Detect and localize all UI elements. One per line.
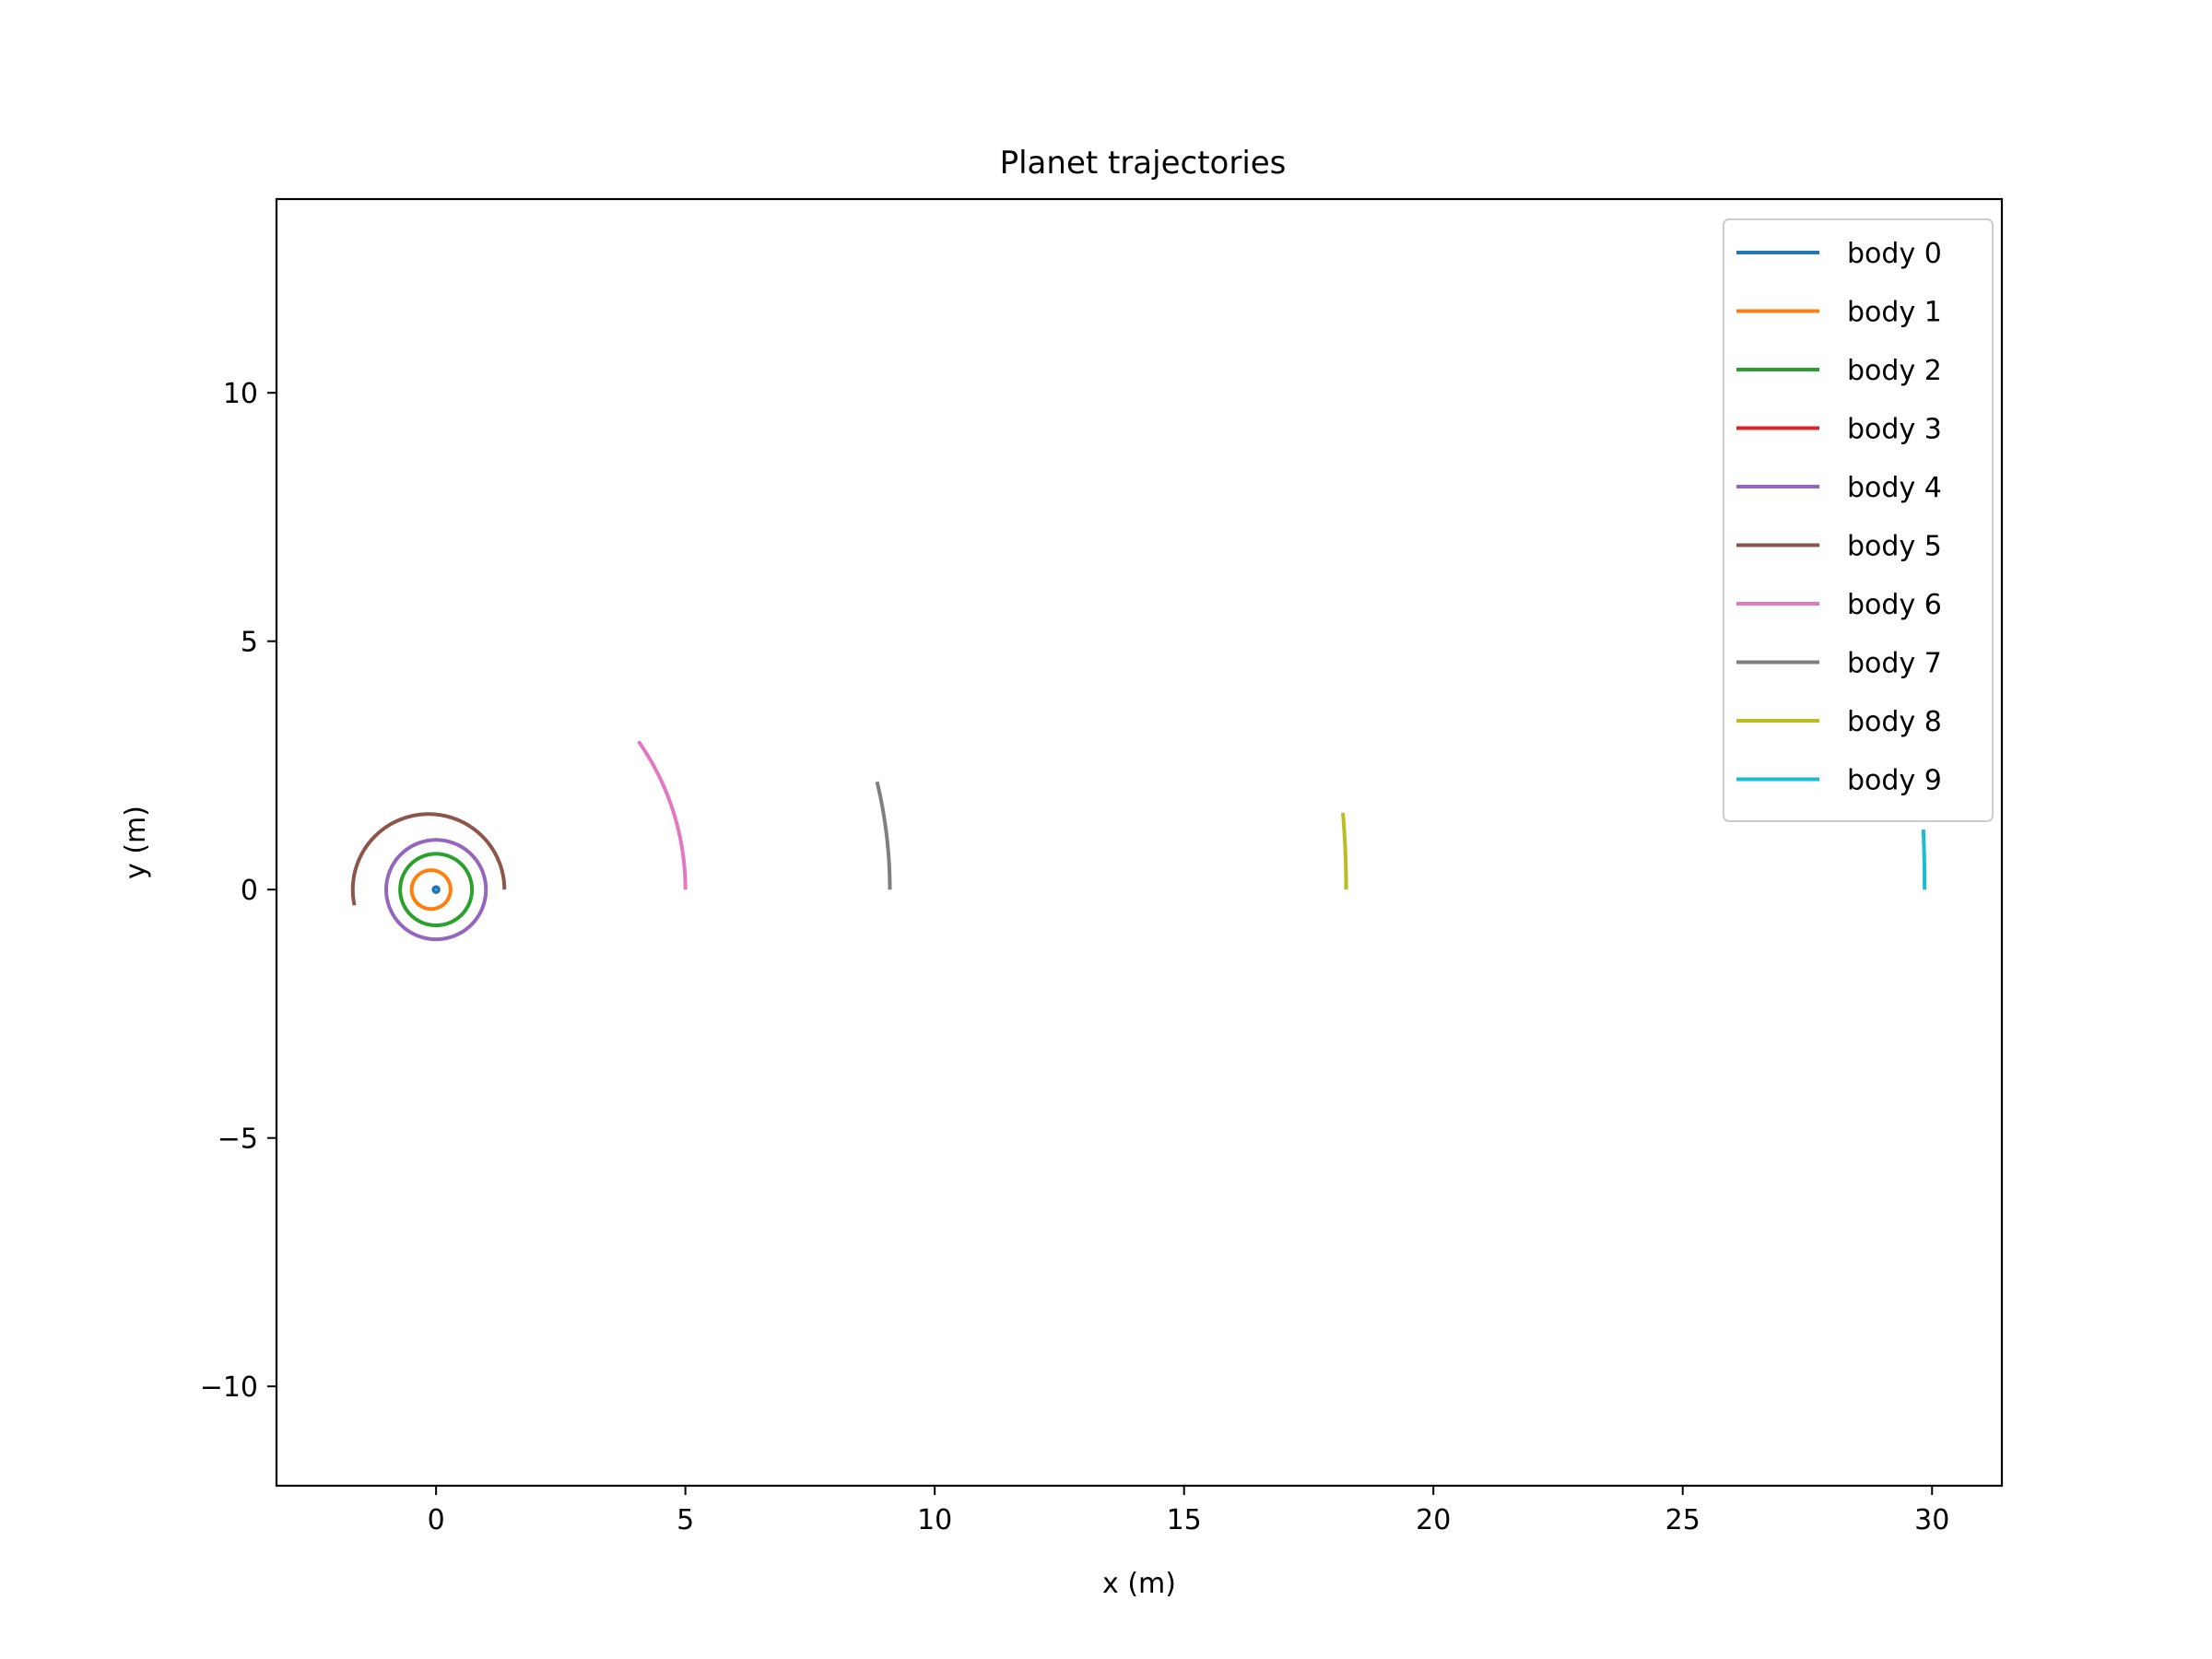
trajectory-body-2 (398, 852, 475, 928)
x-axis: 0 5 10 15 20 25 30 (428, 1486, 1949, 1536)
chart-title: Planet trajectories (1000, 145, 1287, 182)
trajectory-body-8 (1341, 812, 1348, 890)
y-tick-label: 10 (223, 378, 258, 410)
y-tick-label: 0 (241, 875, 258, 907)
legend-label: body 8 (1847, 706, 1942, 738)
x-tick-label: 5 (677, 1504, 694, 1536)
trajectory-body-6 (637, 740, 688, 890)
y-tick-label: 5 (241, 627, 258, 659)
legend-label: body 5 (1847, 531, 1942, 563)
legend-label: body 4 (1847, 472, 1942, 504)
x-tick-label: 15 (1167, 1504, 1202, 1536)
legend-label: body 0 (1847, 238, 1942, 270)
trajectory-body-5 (350, 812, 507, 907)
x-tick-label: 0 (428, 1504, 445, 1536)
trajectory-body-0 (431, 885, 441, 894)
legend-label: body 3 (1847, 414, 1942, 446)
legend-label: body 7 (1847, 648, 1942, 680)
x-tick-label: 25 (1665, 1504, 1700, 1536)
x-tick-label: 20 (1416, 1504, 1451, 1536)
legend-label: body 6 (1847, 589, 1942, 621)
y-axis-label: y (m) (120, 806, 152, 879)
trajectory-body-4 (384, 838, 488, 942)
legend-label: body 1 (1847, 297, 1942, 329)
y-tick-label: −5 (218, 1124, 258, 1156)
legend-label: body 9 (1847, 765, 1942, 797)
trajectory-body-1 (409, 868, 453, 912)
y-axis: 10 5 0 −5 −10 (200, 378, 276, 1404)
y-tick-label: −10 (200, 1371, 258, 1404)
legend-label: body 2 (1847, 355, 1942, 387)
legend: body 0 body 1 body 2 body 3 body 4 body 5 body… (1723, 218, 1994, 822)
x-axis-label: x (m) (1102, 1568, 1176, 1600)
x-tick-label: 10 (917, 1504, 952, 1536)
trajectory-body-7 (875, 781, 892, 890)
plot-frame (275, 197, 2004, 1488)
x-tick-label: 30 (1914, 1504, 1949, 1536)
plot-area (350, 740, 1927, 942)
